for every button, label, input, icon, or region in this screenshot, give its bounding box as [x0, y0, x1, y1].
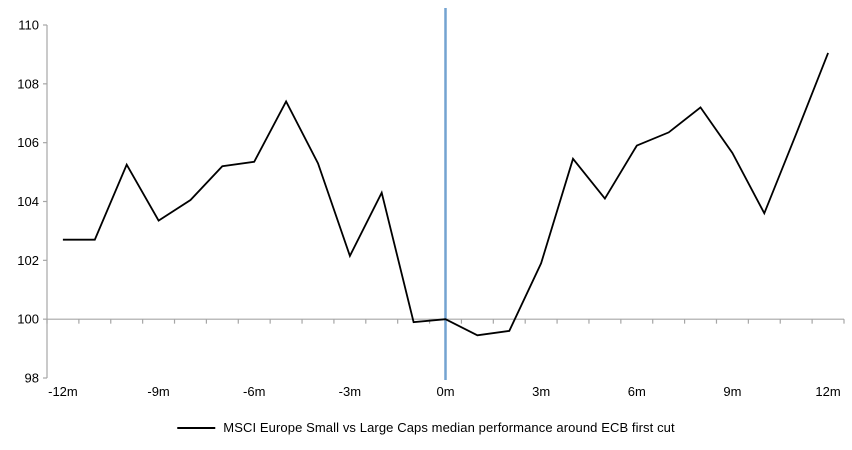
legend-line-swatch-icon — [177, 426, 216, 429]
y-axis-tick-label: 98 — [25, 371, 39, 386]
y-axis-tick-label: 102 — [17, 253, 39, 268]
x-axis-tick-label: 6m — [628, 384, 646, 399]
x-axis-tick-label: -6m — [243, 384, 265, 399]
x-axis-tick-label: 3m — [532, 384, 550, 399]
y-axis-tick-label: 106 — [17, 135, 39, 150]
y-axis-tick-label: 110 — [18, 18, 39, 33]
x-axis-tick-label: -3m — [339, 384, 361, 399]
legend: MSCI Europe Small vs Large Caps median p… — [177, 420, 675, 435]
x-axis-tick-label: 12m — [815, 384, 840, 399]
x-axis-tick-label: -12m — [48, 384, 78, 399]
y-axis-tick-label: 100 — [17, 312, 39, 327]
y-axis-tick-label: 108 — [17, 76, 39, 91]
x-axis-tick-label: -9m — [147, 384, 169, 399]
x-axis-tick-label: 9m — [723, 384, 741, 399]
legend-series-label: MSCI Europe Small vs Large Caps median p… — [223, 420, 675, 435]
y-axis-tick-label: 104 — [17, 194, 39, 209]
series-line — [62, 52, 829, 337]
x-axis-tick-label: 0m — [436, 384, 454, 399]
